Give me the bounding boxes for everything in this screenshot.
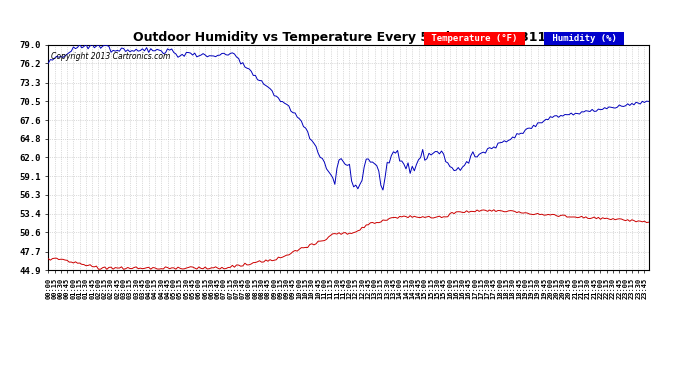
Text: Humidity (%): Humidity (%)	[546, 34, 622, 43]
Text: Copyright 2013 Cartronics.com: Copyright 2013 Cartronics.com	[51, 52, 170, 61]
Title: Outdoor Humidity vs Temperature Every 5 Minutes 20131104: Outdoor Humidity vs Temperature Every 5 …	[133, 31, 564, 44]
Text: Temperature (°F): Temperature (°F)	[426, 34, 523, 43]
